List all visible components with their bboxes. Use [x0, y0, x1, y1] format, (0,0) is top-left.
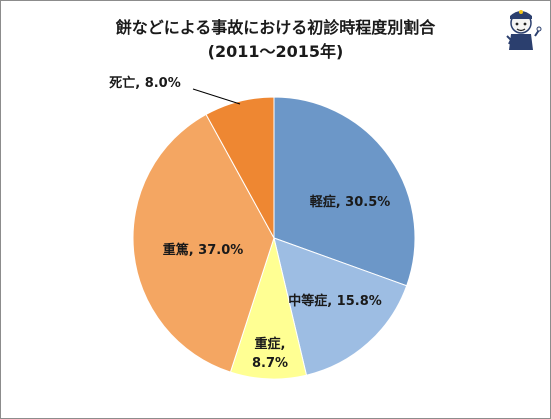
slice-label: 軽症, 30.5% — [310, 194, 391, 210]
slice-label: 重篤, 37.0% — [163, 242, 244, 258]
pie-slices — [132, 96, 416, 380]
slice-label: 重症, — [255, 336, 286, 352]
slice-chuutou — [273, 237, 408, 376]
chart-subtitle: (2011～2015年) — [207, 42, 344, 61]
slice-juutoku — [132, 113, 275, 373]
slice-keishou — [273, 96, 416, 287]
slice-shibou — [205, 96, 275, 239]
police-mascot-icon — [506, 10, 542, 50]
slice-label: 死亡, 8.0% — [109, 75, 181, 91]
pie-labels: 軽症, 30.5% 中等症, 15.8% 重症, 8.7% 重篤, 37.0% 死亡, 8… — [109, 75, 390, 371]
slice-label: 中等症, 15.8% — [288, 293, 382, 309]
death-leader-line — [192, 88, 241, 105]
slice-label-value: 8.7% — [252, 356, 288, 371]
chart-title: 餅などによる事故における初診時程度別割合 — [115, 18, 436, 37]
